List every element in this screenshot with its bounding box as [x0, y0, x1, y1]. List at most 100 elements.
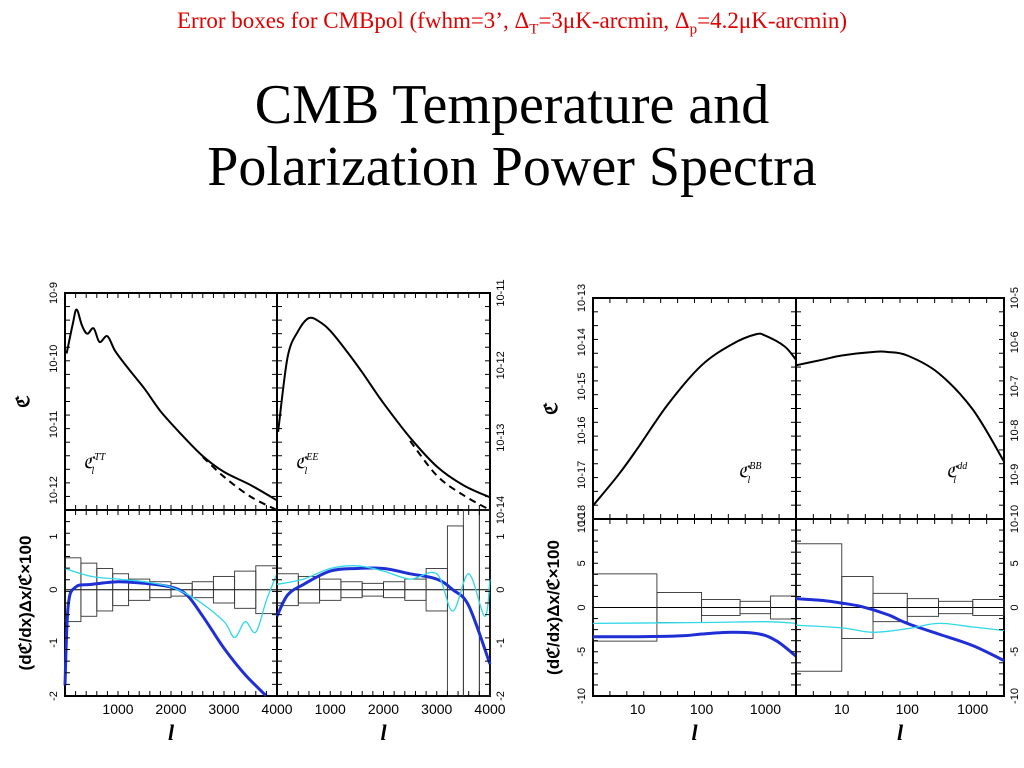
tick-marks — [796, 519, 1004, 696]
panel-frame — [276, 292, 491, 511]
tick-marks — [65, 510, 277, 696]
y-tick-label: 10-18 — [576, 505, 588, 533]
y-axis-label: (dℭ/dx)Δx/ℭ×100 — [544, 540, 563, 675]
x-tick-label: 2000 — [155, 701, 186, 717]
y-tick-label-right: 0 — [1009, 604, 1021, 610]
panel-frame — [64, 292, 278, 511]
error-box — [446, 525, 464, 697]
panel-ee-fisher: 1000 2000 3000 4000 l 1 0 -1 -2 — [275, 509, 507, 745]
x-tick-label: 10 — [630, 701, 646, 717]
tick-marks — [593, 298, 796, 519]
y-tick-label: 1 — [48, 534, 60, 540]
panel-dd-fisher: 10 100 1000 l 5 0 -5 -10 — [795, 518, 1021, 745]
y-tick-label: 0 — [48, 587, 60, 593]
page-title: CMB Temperature and Polarization Power S… — [0, 74, 1024, 198]
series-line — [795, 597, 1005, 662]
y-tick-label: -2 — [48, 691, 60, 701]
series-line — [65, 308, 278, 502]
y-tick-label: -1 — [48, 638, 60, 648]
x-tick-label: 1000 — [315, 701, 346, 717]
title-line-1: CMB Temperature and — [254, 74, 770, 136]
panel-frame — [592, 297, 797, 520]
x-axis-label: l — [691, 720, 698, 745]
x-tick-label: 4000 — [474, 701, 505, 717]
spectrum-label: ℭTT l — [83, 452, 107, 477]
spectrum-label: ℭEE l — [295, 452, 318, 477]
panel-bb-fisher: 10 100 1000 l 10 5 0 -5 -10 (dℭ/dx)Δx/ℭ×100 — [544, 513, 797, 745]
y-tick-label-right: -5 — [1009, 647, 1021, 657]
x-axis-label: l — [168, 720, 175, 745]
series-line — [202, 456, 278, 511]
y-tick-label-right: 10-9 — [1009, 464, 1021, 486]
spectrum-label: ℭdd l — [946, 461, 968, 486]
y-tick-label-right: 10-7 — [1009, 375, 1021, 397]
y-tick-label: 10-9 — [48, 282, 60, 304]
y-axis-label: ℭ — [13, 395, 33, 408]
panel-tt-spectrum: ℭTT l 10-9 10-10 10-11 10-12 ℭ — [13, 282, 278, 511]
y-tick-label: 10-12 — [48, 476, 60, 504]
series-line — [63, 580, 268, 698]
y-tick-label: 10 — [576, 513, 588, 525]
x-tick-label: 4000 — [261, 701, 292, 717]
tick-marks — [593, 519, 796, 696]
y-tick-label-right: 1 — [495, 534, 507, 540]
y-tick-label-right: 10-14 — [495, 496, 507, 524]
y-tick-label-right: 10-5 — [1009, 287, 1021, 309]
x-tick-label: 2000 — [368, 701, 399, 717]
x-tick-label: 1000 — [957, 701, 988, 717]
spectrum-label: ℭBB l — [738, 461, 761, 486]
panel-dd-spectrum: ℭdd l 10-5 10-6 10-7 10-8 10-9 10-10 — [795, 287, 1021, 533]
y-tick-label: 10-17 — [576, 461, 588, 489]
x-axis-label: l — [897, 720, 904, 745]
y-tick-label: 10-16 — [576, 417, 588, 445]
tick-marks — [796, 298, 1004, 519]
x-tick-label: 1000 — [102, 701, 133, 717]
y-tick-label-right: 10-12 — [495, 351, 507, 379]
series-line — [277, 316, 491, 499]
y-axis-label: (dℭ/dx)Δx/ℭ×100 — [16, 536, 35, 671]
series-line — [592, 332, 797, 507]
panel-tt-fisher: 1000 2000 3000 4000 l 1 0 -1 -2 (dℭ/dx)Δx/ℭ×100 — [16, 509, 293, 745]
y-tick-label: -5 — [576, 647, 588, 657]
y-tick-label: 10-10 — [48, 345, 60, 373]
series-line — [795, 350, 1005, 463]
y-tick-label-right: 10-11 — [495, 279, 507, 306]
y-tick-label: 0 — [576, 604, 588, 610]
y-tick-label-right: 5 — [1009, 560, 1021, 566]
y-tick-label-right: -1 — [495, 638, 507, 648]
y-tick-label-right: -2 — [495, 691, 507, 701]
x-tick-label: 3000 — [208, 701, 239, 717]
x-axis-label: l — [380, 720, 387, 745]
tick-marks — [277, 293, 490, 510]
series-line — [795, 622, 1005, 633]
y-tick-label: -10 — [576, 688, 588, 704]
series-line — [409, 440, 491, 511]
tick-marks — [277, 510, 490, 696]
x-tick-label: 10 — [834, 701, 850, 717]
series-line — [275, 566, 492, 665]
x-tick-label: 1000 — [750, 701, 781, 717]
y-tick-label: 10-14 — [576, 328, 588, 356]
y-axis-label: ℭ — [541, 402, 561, 415]
panel-ee-spectrum: ℭEE l 10-11 10-12 10-13 10-14 — [276, 279, 507, 524]
y-tick-label: 10-11 — [48, 411, 60, 438]
series-line — [592, 630, 797, 658]
y-tick-label-right: 0 — [495, 587, 507, 593]
x-tick-label: 100 — [690, 701, 714, 717]
title-line-2: Polarization Power Spectra — [207, 136, 817, 198]
y-tick-label-right: -10 — [1009, 688, 1021, 704]
y-tick-label-right: 10-6 — [1009, 331, 1021, 353]
panel-bb-spectrum: ℭBB l 10-13 10-14 10-15 10-16 10-17 10-18 ℭ — [541, 284, 797, 533]
tick-marks — [65, 293, 277, 510]
y-tick-label: 5 — [576, 560, 588, 566]
y-tick-label-right: 10-13 — [495, 424, 507, 452]
y-tick-label-right: 10-10 — [1009, 505, 1021, 533]
series-line — [276, 565, 491, 617]
y-tick-label: 10-13 — [576, 284, 588, 312]
y-tick-label-right: 10-8 — [1009, 420, 1021, 442]
series-line — [64, 567, 278, 639]
subtitle: Error boxes for CMBpol (fwhm=3’, ΔT=3μK-… — [176, 8, 847, 38]
y-tick-label: 10-15 — [576, 372, 588, 400]
x-tick-label: 3000 — [421, 701, 452, 717]
series-line — [592, 621, 797, 625]
